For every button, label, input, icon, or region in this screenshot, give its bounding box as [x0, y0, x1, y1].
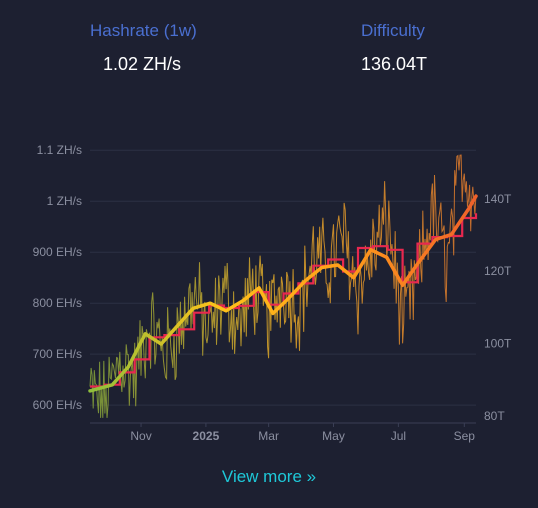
- difficulty-label: Difficulty: [361, 21, 425, 40]
- y-right-tick-label: 120T: [484, 264, 512, 278]
- x-axis: Nov 2025 Mar May Jul Sep: [90, 422, 476, 443]
- hashrate-difficulty-chart: 600 EH/s 700 EH/s 800 EH/s 900 EH/s 1 ZH/s 1.…: [33, 143, 512, 443]
- y-left-tick-label: 900 EH/s: [33, 245, 82, 259]
- y-left-tick-label: 1 ZH/s: [47, 194, 82, 208]
- hashrate-label: Hashrate (1w): [90, 21, 197, 40]
- x-tick-label: 2025: [193, 429, 220, 443]
- y-left-tick-label: 600 EH/s: [33, 398, 82, 412]
- difficulty-line: [90, 213, 478, 388]
- x-tick-label: Jul: [391, 429, 406, 443]
- y-right-tick-label: 100T: [484, 336, 512, 350]
- y-right-tick-label: 140T: [484, 192, 512, 206]
- y-left-tick-label: 1.1 ZH/s: [37, 143, 82, 157]
- x-tick-label: May: [322, 429, 345, 443]
- x-tick-label: Nov: [130, 429, 151, 443]
- y-axis-left: 600 EH/s 700 EH/s 800 EH/s 900 EH/s 1 ZH/s 1.…: [33, 143, 82, 412]
- y-left-tick-label: 800 EH/s: [33, 296, 82, 310]
- view-more-link[interactable]: View more »: [221, 467, 317, 486]
- hashrate-average-line: [88, 194, 478, 393]
- y-left-tick-label: 700 EH/s: [33, 347, 82, 361]
- difficulty-value: 136.04T: [361, 54, 428, 74]
- series-group: [88, 154, 478, 418]
- y-right-tick-label: 80T: [484, 409, 505, 423]
- x-tick-label: Mar: [258, 429, 279, 443]
- y-axis-right: 80T 100T 120T 140T: [484, 192, 512, 423]
- hashrate-daily-line: [89, 154, 477, 418]
- x-tick-label: Sep: [454, 429, 476, 443]
- hashrate-value: 1.02 ZH/s: [103, 54, 182, 74]
- grid-lines: [90, 149, 476, 406]
